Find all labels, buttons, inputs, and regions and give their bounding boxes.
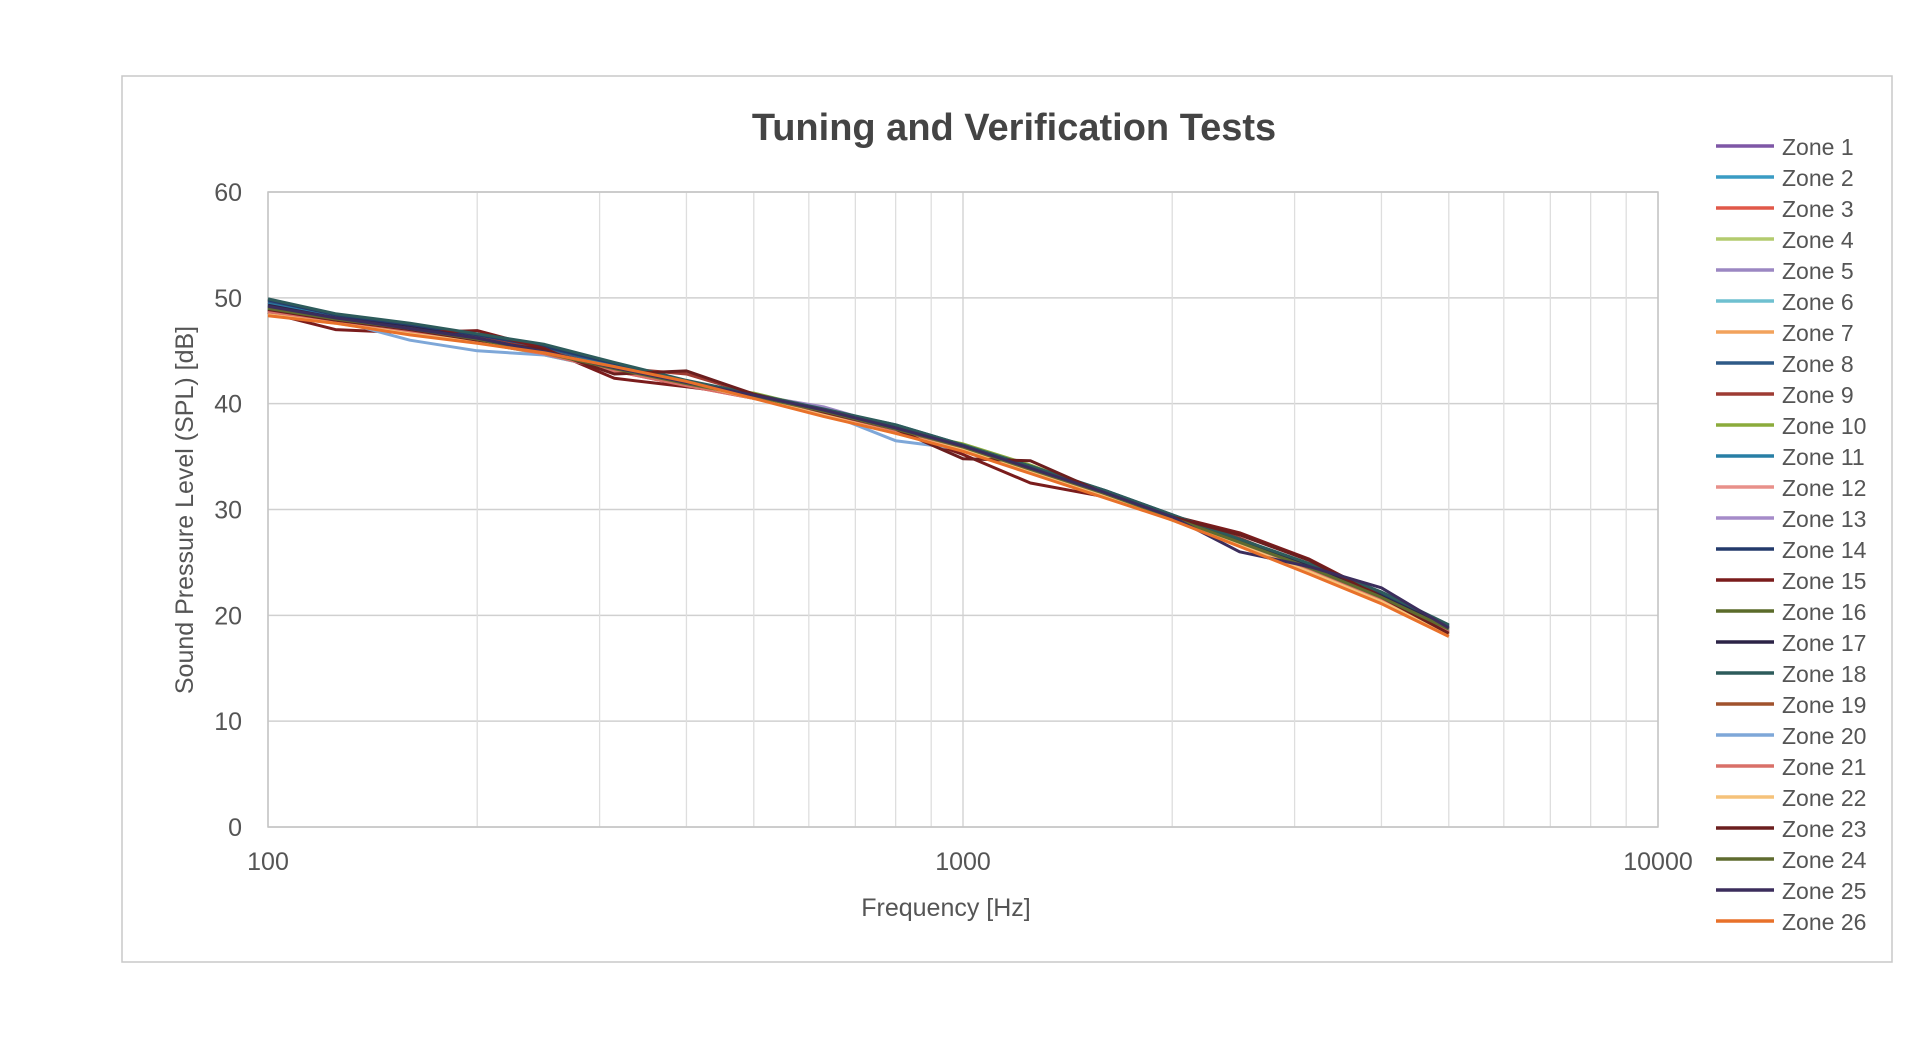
- legend-label: Zone 2: [1782, 165, 1854, 191]
- y-tick-label: 50: [214, 285, 242, 313]
- legend: Zone 1 Zone 2 Zone 3 Zone 4 Zone 5 Zone 6 Zone…: [1716, 134, 1867, 935]
- legend-label: Zone 6: [1782, 289, 1854, 315]
- chart-title: Tuning and Verification Tests: [752, 107, 1276, 149]
- legend-label: Zone 18: [1782, 661, 1866, 687]
- series-line-zone-18: [267, 297, 1450, 627]
- legend-label: Zone 24: [1782, 847, 1867, 873]
- x-tick-label: 100: [247, 848, 289, 876]
- x-tick-label: 1000: [935, 848, 991, 876]
- x-axis-label: Frequency [Hz]: [861, 894, 1031, 922]
- legend-label: Zone 19: [1782, 692, 1866, 718]
- legend-label: Zone 22: [1782, 785, 1866, 811]
- legend-label: Zone 21: [1782, 754, 1866, 780]
- y-axis-label: Sound Pressure Level (SPL) [dB]: [171, 326, 199, 694]
- legend-label: Zone 17: [1782, 630, 1866, 656]
- legend-label: Zone 1: [1782, 134, 1854, 160]
- legend-label: Zone 16: [1782, 599, 1866, 625]
- y-tick-label: 0: [228, 814, 242, 842]
- plot-area: [267, 191, 1659, 828]
- legend-label: Zone 4: [1782, 227, 1854, 253]
- x-axis-ticks: 100 1000 10000: [247, 848, 1693, 876]
- chart-area-border: [121, 75, 1893, 963]
- series-lines: [267, 297, 1450, 638]
- legend-label: Zone 23: [1782, 816, 1866, 842]
- y-tick-label: 10: [214, 708, 242, 736]
- legend-label: Zone 9: [1782, 382, 1854, 408]
- series-line-zone-26: [267, 314, 1450, 638]
- y-axis-ticks: 0 10 20 30 40 50 60: [214, 179, 242, 842]
- x-tick-label: 10000: [1623, 848, 1693, 876]
- plot-border: [267, 191, 1659, 828]
- series-line-zone-25: [267, 304, 1450, 630]
- y-tick-label: 40: [214, 391, 242, 419]
- legend-label: Zone 12: [1782, 475, 1866, 501]
- legend-label: Zone 26: [1782, 909, 1866, 935]
- y-tick-label: 20: [214, 602, 242, 630]
- legend-label: Zone 10: [1782, 413, 1866, 439]
- legend-label: Zone 5: [1782, 258, 1854, 284]
- legend-label: Zone 25: [1782, 878, 1866, 904]
- legend-label: Zone 13: [1782, 506, 1866, 532]
- legend-label: Zone 3: [1782, 196, 1854, 222]
- legend-label: Zone 11: [1782, 444, 1865, 470]
- y-tick-label: 30: [214, 497, 242, 525]
- legend-label: Zone 15: [1782, 568, 1866, 594]
- legend-label: Zone 7: [1782, 320, 1854, 346]
- y-tick-label: 60: [214, 179, 242, 207]
- legend-label: Zone 20: [1782, 723, 1866, 749]
- legend-label: Zone 14: [1782, 537, 1867, 563]
- legend-label: Zone 8: [1782, 351, 1854, 377]
